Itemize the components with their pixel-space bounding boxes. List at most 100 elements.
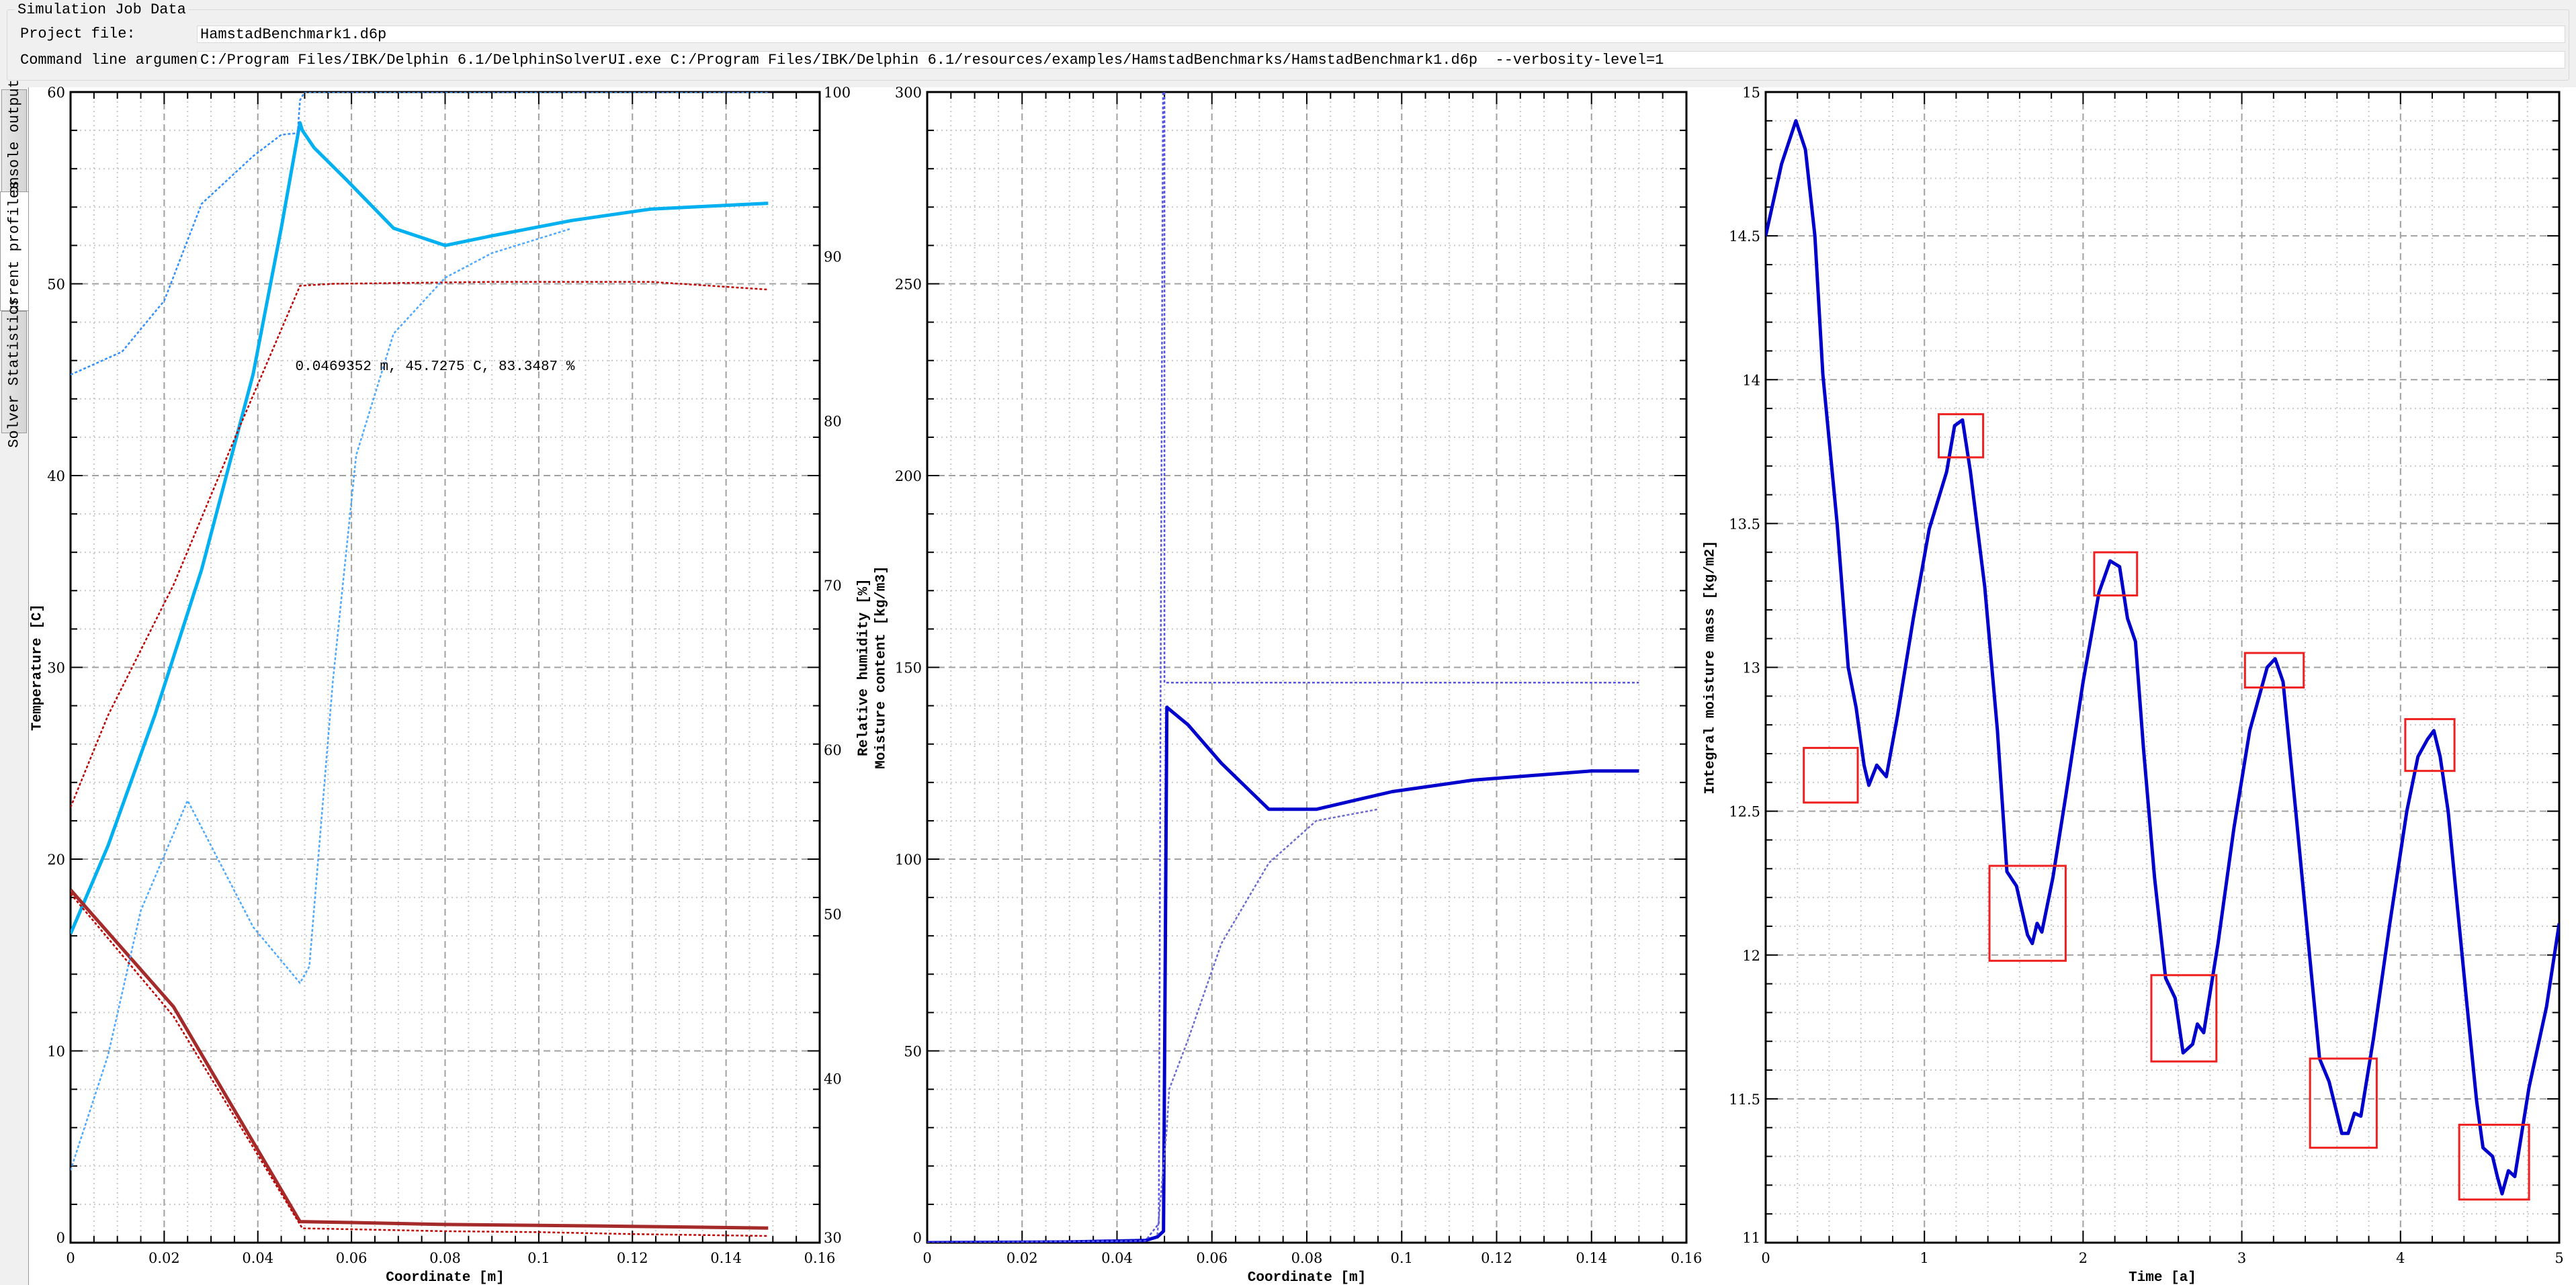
x-tick-label: 0.16 [1671,1250,1703,1266]
y-tick-label: 11.5 [1729,1092,1760,1108]
series-line-3 [71,889,769,1230]
y2-axis-label: Relative humidity [%] [857,578,872,756]
x-tick-label: 0.06 [1196,1250,1228,1266]
y2-tick-label: 60 [824,742,842,758]
y-tick-label: 100 [895,852,922,868]
y2-tick-label: 90 [824,249,842,265]
y-axis-label: Integral moisture mass [kg/m2] [1703,540,1719,794]
x-tick-label: 0.04 [1101,1250,1133,1266]
y-tick-label: 200 [895,468,922,484]
series-line-5 [71,92,769,376]
x-tick-label: 3 [2237,1250,2246,1266]
vertical-tab-bar: Console output Current profiles Solver S… [0,79,28,1285]
x-tick-label: 0.08 [1291,1250,1323,1266]
highlight-box [2150,974,2218,1063]
series-line-1 [927,705,1639,1243]
x-tick-label: 0.06 [336,1250,368,1266]
cursor-readout: 0.0469352 m, 45.7275 C, 83.3487 % [296,359,575,375]
y2-tick-label: 80 [824,413,842,429]
x-tick-label: 0.14 [1576,1250,1607,1266]
y2-tick-label: 30 [824,1230,842,1246]
x-tick-label: 0 [66,1250,75,1266]
y-tick-label: 11 [1742,1230,1760,1246]
highlight-box [1937,413,1985,459]
group-title: Simulation Job Data [15,1,189,18]
series-line-2 [71,281,769,808]
y-tick-label: 50 [904,1044,922,1060]
highlight-box [2404,718,2456,772]
y-tick-label: 250 [895,277,922,293]
x-tick-label: 2 [2079,1250,2088,1266]
cmd-args-field[interactable]: C:/Program Files/IBK/Delphin 6.1/Delphin… [197,51,2565,69]
series-line-1 [1766,119,2559,1196]
x-tick-label: 1 [1920,1250,1929,1266]
y-tick-label: 15 [1742,85,1760,101]
y2-tick-label: 100 [824,85,851,101]
y-tick-label: 12.5 [1729,804,1760,820]
y-tick-label: 20 [47,852,65,868]
series-line-3 [1156,808,1379,1235]
highlight-box [2243,652,2305,689]
chart-2: 0 0.02 0.04 0.06 0.08 0.1 0.12 0.14 0.16 0 50 100 15… [874,85,1703,1285]
highlight-box [2309,1057,2378,1149]
y-tick-label: 150 [895,660,922,676]
x-tick-label: 5 [2554,1250,2563,1266]
y-axis-label: Temperature [C] [30,604,46,731]
x-tick-label: 0.12 [1481,1250,1512,1266]
highlight-box [1803,746,1859,804]
x-axis-label: Coordinate [m] [386,1270,504,1285]
series-line-2 [927,92,1639,1243]
highlight-box [2093,551,2139,596]
tab-current-profiles[interactable]: Current profiles [0,180,28,322]
plot-frame [926,91,1688,1244]
x-tick-label: 4 [2396,1250,2405,1266]
series-line-6 [71,227,572,1171]
x-tick-label: 0.16 [804,1250,836,1266]
y2-tick-label: 50 [824,907,842,923]
y-tick-label: 300 [895,85,922,101]
tab-console-output[interactable]: Console output [1,79,27,204]
highlight-box [2458,1123,2530,1201]
plot-frame [1764,91,2561,1244]
tab-solver-statistics[interactable]: Solver Statistics [1,297,27,447]
x-tick-label: 0.02 [1006,1250,1038,1266]
x-tick-label: 0.12 [617,1250,648,1266]
y-tick-label: 14 [1742,372,1760,388]
cmd-args-label: Command line arguments: [20,52,224,69]
plot-frame [69,91,821,1244]
y2-tick-label: 70 [824,578,842,594]
y-tick-label: 60 [47,85,65,101]
x-tick-label: 0.14 [710,1250,742,1266]
x-tick-label: 0 [1761,1250,1770,1266]
x-axis-label: Time [a] [2129,1270,2196,1285]
simulation-job-data-group [7,9,2569,81]
y-axis-label: Moisture content [kg/m3] [874,566,890,768]
y-tick-label: 0 [56,1230,65,1246]
project-file-label: Project file: [20,26,136,42]
highlight-box [1988,865,2067,962]
y-tick-label: 10 [47,1044,65,1060]
y-tick-label: 50 [47,277,65,293]
y-tick-label: 40 [47,468,65,484]
y-tick-label: 0 [913,1230,922,1246]
x-tick-label: 0.08 [429,1250,461,1266]
y-tick-label: 30 [47,660,65,676]
plots-area [28,87,2576,1285]
x-tick-label: 0.1 [527,1250,550,1266]
x-tick-label: 0.02 [148,1250,180,1266]
x-tick-label: 0 [922,1250,931,1266]
y-tick-label: 12 [1742,948,1760,964]
y-tick-label: 13.5 [1729,516,1760,532]
series-line-4 [71,893,769,1237]
project-file-field[interactable]: HamstadBenchmark1.d6p [197,26,2565,43]
y2-tick-label: 40 [824,1071,842,1087]
x-axis-label: Coordinate [m] [1248,1270,1366,1285]
series-line-1 [71,121,769,935]
x-tick-label: 0.1 [1391,1250,1413,1266]
y-tick-label: 14.5 [1729,228,1760,245]
x-tick-label: 0.04 [242,1250,273,1266]
y-tick-label: 13 [1742,660,1760,676]
